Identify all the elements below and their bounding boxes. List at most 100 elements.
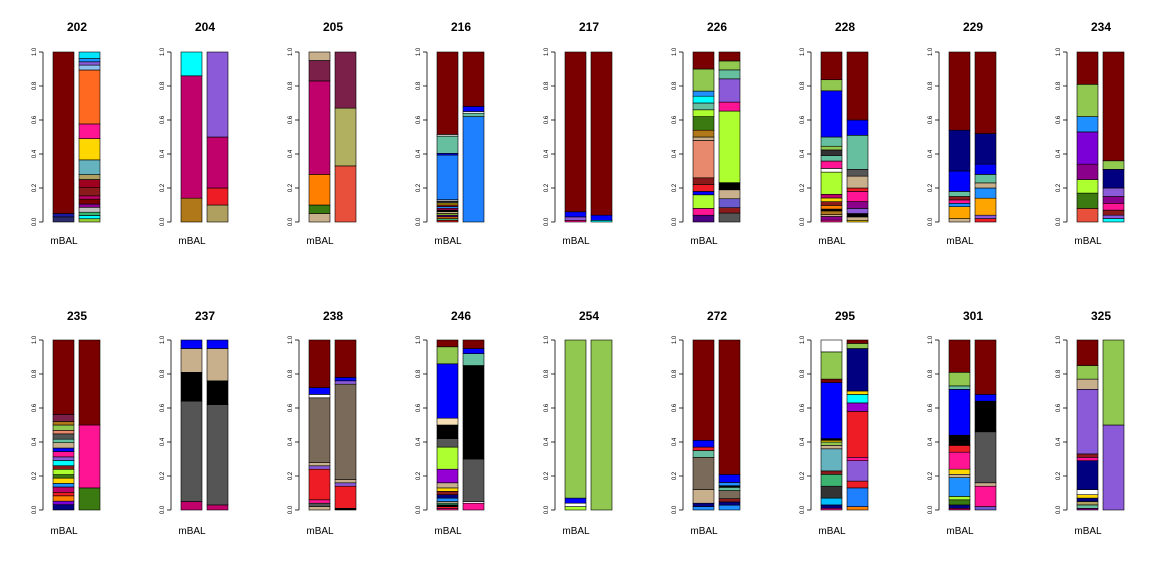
bar-segment: [974, 485, 997, 507]
x-label: mBAL: [1074, 526, 1102, 537]
bar-segment: [820, 210, 843, 215]
bar-segment: [436, 468, 459, 484]
bar-segment: [718, 60, 741, 71]
bar-segment: [718, 110, 741, 183]
bar-segment: [52, 465, 75, 470]
y-tick-label: 1.0: [160, 335, 166, 344]
bar-segment: [180, 348, 203, 373]
bar-segment: [52, 474, 75, 479]
bar-segment: [846, 191, 869, 202]
bar-segment: [1076, 388, 1099, 455]
bar-segment: [78, 424, 101, 489]
bar-segment: [974, 400, 997, 433]
bar-segment: [692, 208, 715, 216]
y-tick-label: 0.0: [544, 505, 550, 514]
y-tick-label: 0.2: [288, 183, 294, 192]
bar-segment: [820, 216, 843, 221]
y-tick-label: 0.8: [160, 81, 166, 90]
bar-segment: [436, 497, 459, 502]
bar-segment: [718, 482, 741, 487]
panel-title: 301: [963, 309, 983, 323]
bar-segment: [308, 60, 331, 82]
y-tick-label: 0.6: [288, 115, 294, 124]
bar-segment: [206, 348, 229, 382]
bar-segment: [692, 191, 715, 196]
bar-segment: [206, 380, 229, 405]
y-tick-label: 1.0: [32, 47, 38, 56]
y-tick-label: 0.8: [928, 369, 934, 378]
bar-segment: [948, 388, 971, 436]
panel-205: 205 0.0 0.2 0.4 0.6 0.8 1.0 mBAL: [288, 20, 357, 247]
y-tick-label: 0.2: [928, 471, 934, 480]
bar-segment: [692, 456, 715, 490]
panel-325: 325 0.0 0.2 0.4 0.6 0.8 1.0 mBAL: [1056, 309, 1125, 537]
bar-segment: [334, 51, 357, 109]
bar-segment: [1102, 187, 1125, 197]
panel-title: 235: [67, 309, 87, 323]
bar-segment: [948, 339, 971, 373]
y-tick-label: 0.4: [160, 149, 166, 158]
bar-segment: [436, 417, 459, 426]
y-tick-label: 0.0: [416, 505, 422, 514]
bar-segment: [820, 51, 843, 81]
bar-segment: [52, 456, 75, 461]
bar-segment: [1102, 51, 1125, 162]
bar-segment: [692, 116, 715, 131]
bar-segment: [948, 499, 971, 506]
y-tick-label: 0.4: [416, 149, 422, 158]
bar-segment: [462, 365, 485, 460]
bar-segment: [692, 506, 715, 511]
bar-segment: [78, 58, 101, 63]
bar-segment: [78, 203, 101, 208]
y-tick-label: 0.0: [1056, 217, 1062, 226]
y-tick-label: 0.8: [288, 81, 294, 90]
x-label: mBAL: [690, 526, 718, 537]
bar-segment: [78, 138, 101, 161]
y-tick-label: 1.0: [416, 47, 422, 56]
y-tick-label: 0.8: [672, 81, 678, 90]
x-label: mBAL: [690, 236, 718, 247]
bar-segment: [846, 119, 869, 136]
bar-segment: [820, 382, 843, 439]
y-tick-label: 0.2: [800, 183, 806, 192]
bar-segment: [718, 504, 741, 511]
y-tick-label: 0.4: [1056, 149, 1062, 158]
bar-segment: [846, 411, 869, 458]
bar-segment: [846, 348, 869, 392]
y-tick-label: 0.4: [288, 437, 294, 446]
bar-segment: [718, 339, 741, 475]
bar-segment: [78, 174, 101, 180]
bar-segment: [78, 64, 101, 71]
bar-segment: [334, 107, 357, 167]
bar-segment: [564, 211, 587, 218]
bar-segment: [692, 439, 715, 448]
bar-segment: [1102, 209, 1125, 216]
y-tick-label: 1.0: [288, 47, 294, 56]
bar-segment: [462, 458, 485, 502]
y-tick-label: 0.8: [1056, 369, 1062, 378]
y-tick-label: 0.6: [1056, 115, 1062, 124]
x-label: mBAL: [946, 236, 974, 247]
bar-segment: [820, 445, 843, 450]
panel-title: 229: [963, 20, 983, 34]
y-tick-label: 1.0: [32, 335, 38, 344]
bar-segment: [436, 424, 459, 439]
x-label: mBAL: [178, 236, 206, 247]
y-tick-label: 0.0: [288, 505, 294, 514]
y-tick-label: 0.8: [32, 369, 38, 378]
y-tick-label: 0.0: [1056, 505, 1062, 514]
bar-segment: [846, 394, 869, 404]
y-tick-label: 0.0: [800, 505, 806, 514]
y-tick-label: 0.8: [160, 369, 166, 378]
x-label: mBAL: [562, 526, 590, 537]
y-tick-label: 0.2: [288, 471, 294, 480]
bar-segment: [564, 497, 587, 504]
bar-segment: [436, 135, 459, 154]
y-tick-label: 0.0: [672, 505, 678, 514]
y-tick-label: 0.0: [416, 217, 422, 226]
panel-272: 272 0.0 0.2 0.4 0.6 0.8 1.0 mBAL: [672, 309, 741, 537]
bar-segment: [692, 109, 715, 117]
y-tick-label: 0.6: [416, 115, 422, 124]
bar-segment: [718, 501, 741, 506]
panel-title: 228: [835, 20, 855, 34]
